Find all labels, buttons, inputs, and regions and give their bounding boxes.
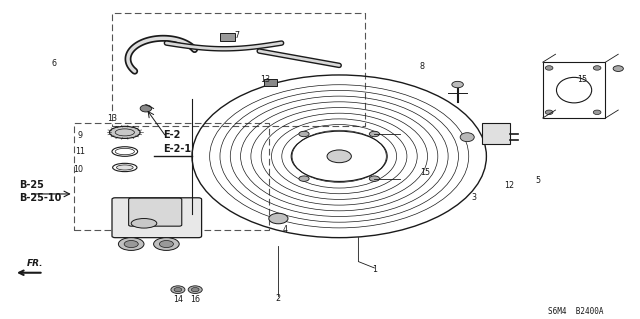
Ellipse shape bbox=[124, 241, 138, 248]
Ellipse shape bbox=[327, 150, 351, 163]
Text: 7: 7 bbox=[234, 31, 239, 40]
Ellipse shape bbox=[369, 131, 380, 137]
Bar bbox=[264, 79, 277, 86]
FancyBboxPatch shape bbox=[112, 198, 202, 238]
Ellipse shape bbox=[460, 133, 474, 142]
Ellipse shape bbox=[116, 165, 133, 170]
Text: 15: 15 bbox=[420, 168, 431, 177]
Text: 16: 16 bbox=[190, 295, 200, 304]
Text: 10: 10 bbox=[73, 165, 83, 174]
Text: 13: 13 bbox=[107, 114, 117, 122]
Text: FR.: FR. bbox=[27, 259, 44, 268]
Ellipse shape bbox=[174, 288, 182, 292]
Bar bbox=[543, 62, 605, 118]
Text: 8: 8 bbox=[420, 63, 425, 71]
Ellipse shape bbox=[452, 81, 463, 88]
Text: 12: 12 bbox=[504, 181, 514, 189]
Ellipse shape bbox=[159, 241, 173, 248]
Text: 3: 3 bbox=[471, 193, 476, 202]
Text: 4: 4 bbox=[282, 225, 287, 234]
Ellipse shape bbox=[369, 176, 380, 181]
Ellipse shape bbox=[191, 288, 199, 292]
Text: 1: 1 bbox=[372, 265, 377, 274]
Text: 14: 14 bbox=[173, 295, 183, 304]
Bar bbox=[74, 123, 269, 230]
Ellipse shape bbox=[188, 286, 202, 293]
Text: 11: 11 bbox=[75, 147, 85, 156]
Ellipse shape bbox=[269, 213, 288, 224]
Ellipse shape bbox=[299, 176, 309, 181]
Ellipse shape bbox=[154, 238, 179, 250]
Ellipse shape bbox=[545, 66, 553, 70]
Text: 9: 9 bbox=[77, 131, 83, 140]
Ellipse shape bbox=[613, 66, 623, 71]
Text: 13: 13 bbox=[260, 75, 271, 84]
Text: E-2
E-2-1: E-2 E-2-1 bbox=[163, 130, 191, 153]
Ellipse shape bbox=[171, 286, 185, 293]
Ellipse shape bbox=[593, 110, 601, 115]
FancyBboxPatch shape bbox=[482, 123, 510, 144]
Text: B-25
B-25-10: B-25 B-25-10 bbox=[19, 180, 61, 203]
Ellipse shape bbox=[131, 219, 157, 228]
Text: 5: 5 bbox=[535, 176, 540, 185]
FancyBboxPatch shape bbox=[129, 198, 182, 226]
Text: 2: 2 bbox=[276, 294, 281, 303]
Ellipse shape bbox=[118, 238, 144, 250]
Text: 6: 6 bbox=[52, 59, 57, 68]
Ellipse shape bbox=[545, 110, 553, 115]
Ellipse shape bbox=[299, 131, 309, 137]
Bar bbox=[112, 13, 365, 126]
Text: 15: 15 bbox=[577, 75, 588, 84]
Bar bbox=[220, 33, 235, 41]
Ellipse shape bbox=[593, 66, 601, 70]
Ellipse shape bbox=[140, 105, 152, 112]
Ellipse shape bbox=[109, 126, 140, 138]
Text: S6M4  B2400A: S6M4 B2400A bbox=[548, 307, 604, 315]
